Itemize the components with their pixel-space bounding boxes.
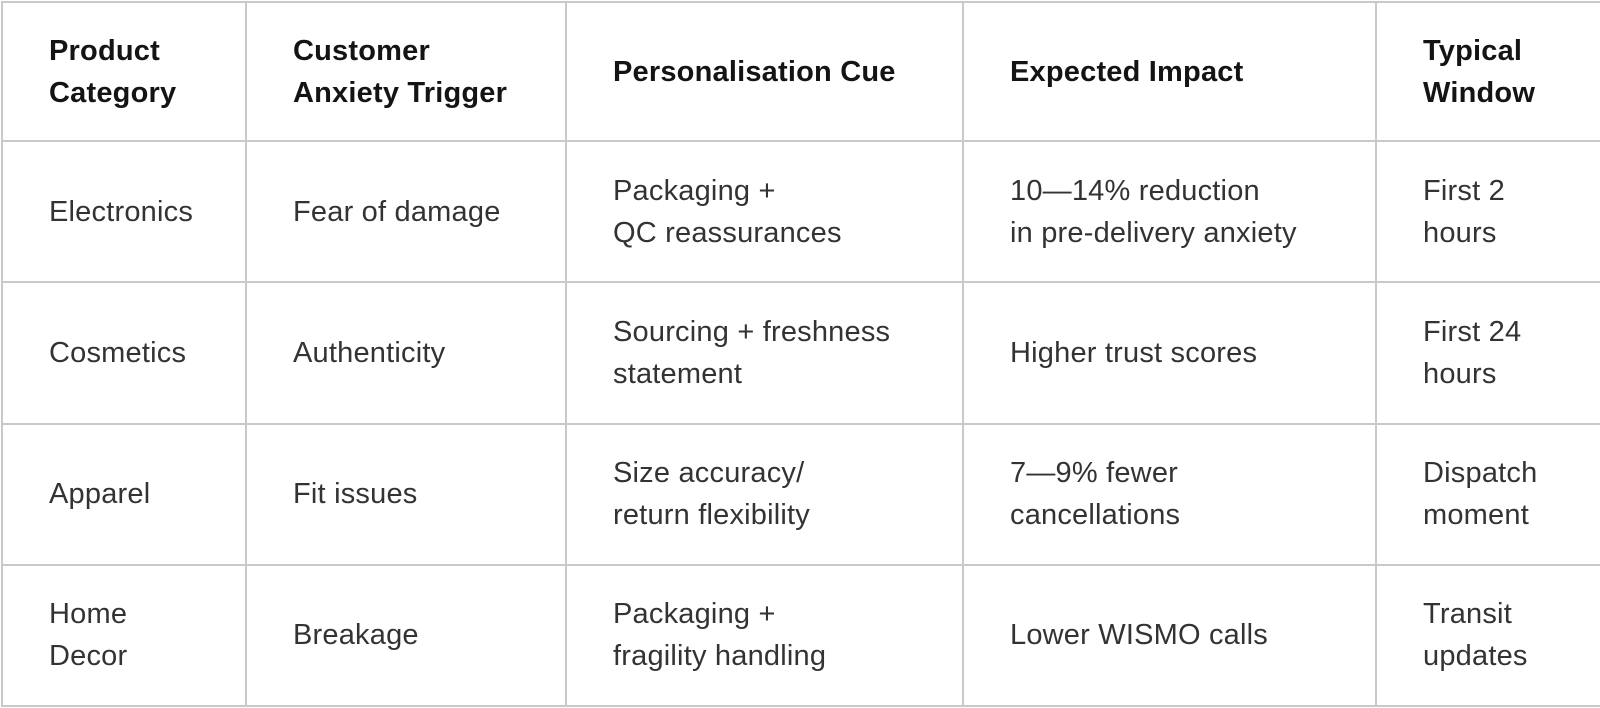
table-cell: Home Decor	[1, 563, 247, 708]
table-cell: Higher trust scores	[962, 281, 1377, 425]
header-typical-window: Typical Window	[1375, 1, 1600, 142]
header-customer-anxiety-trigger: Customer Anxiety Trigger	[245, 1, 567, 142]
table-cell: 7—9% fewer cancellations	[962, 422, 1377, 566]
table-cell: Lower WISMO calls	[962, 563, 1377, 708]
table-cell: Cosmetics	[1, 281, 247, 425]
header-product-category: Product Category	[1, 1, 247, 142]
table-cell: Sourcing + freshness statement	[565, 281, 964, 425]
header-personalisation-cue: Personalisation Cue	[565, 1, 964, 142]
table-cell: Fit issues	[245, 422, 567, 566]
table-cell: Size accuracy/ return flexibility	[565, 422, 964, 566]
table-cell: Packaging + QC reassurances	[565, 139, 964, 284]
header-expected-impact: Expected Impact	[962, 1, 1377, 142]
header-row: Product Category Customer Anxiety Trigge…	[1, 1, 1600, 142]
table-cell: Apparel	[1, 422, 247, 566]
table-cell: Dispatch moment	[1375, 422, 1600, 566]
table-row: Apparel Fit issues Size accuracy/ return…	[1, 422, 1600, 566]
table-cell: Fear of damage	[245, 139, 567, 284]
table-cell: Transit updates	[1375, 563, 1600, 708]
table-cell: Packaging + fragility handling	[565, 563, 964, 708]
table-row: Electronics Fear of damage Packaging + Q…	[1, 139, 1600, 284]
table-cell: Breakage	[245, 563, 567, 708]
table-cell: Authenticity	[245, 281, 567, 425]
table-cell: First 2 hours	[1375, 139, 1600, 284]
table-row: Home Decor Breakage Packaging + fragilit…	[1, 563, 1600, 708]
table-cell: First 24 hours	[1375, 281, 1600, 425]
table-cell: Electronics	[1, 139, 247, 284]
table-row: Cosmetics Authenticity Sourcing + freshn…	[1, 281, 1600, 425]
table-cell: 10—14% reduction in pre-delivery anxiety	[962, 139, 1377, 284]
